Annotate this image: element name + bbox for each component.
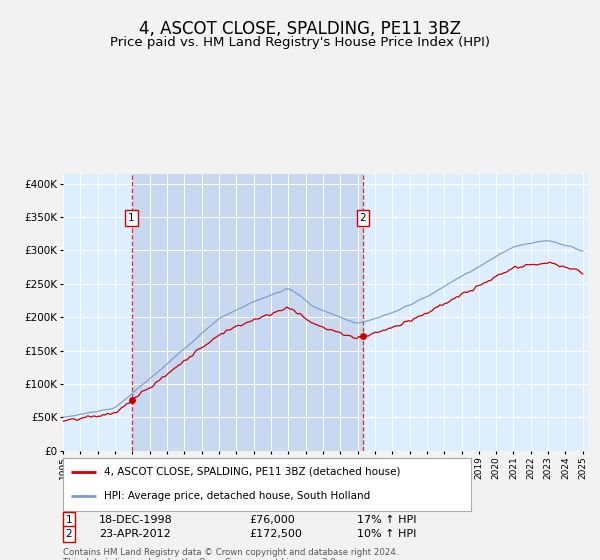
- Text: 2: 2: [65, 529, 73, 539]
- Text: 17% ↑ HPI: 17% ↑ HPI: [357, 515, 416, 525]
- Text: 2: 2: [359, 213, 366, 223]
- Text: Price paid vs. HM Land Registry's House Price Index (HPI): Price paid vs. HM Land Registry's House …: [110, 36, 490, 49]
- Text: 18-DEC-1998: 18-DEC-1998: [99, 515, 173, 525]
- Text: 1: 1: [128, 213, 135, 223]
- Bar: [131, 174, 363, 451]
- Text: Contains HM Land Registry data © Crown copyright and database right 2024.
This d: Contains HM Land Registry data © Crown c…: [63, 548, 398, 560]
- Text: 4, ASCOT CLOSE, SPALDING, PE11 3BZ: 4, ASCOT CLOSE, SPALDING, PE11 3BZ: [139, 20, 461, 38]
- Text: HPI: Average price, detached house, South Holland: HPI: Average price, detached house, Sout…: [104, 491, 370, 501]
- Text: 1: 1: [65, 515, 73, 525]
- Text: 10% ↑ HPI: 10% ↑ HPI: [357, 529, 416, 539]
- Text: 4, ASCOT CLOSE, SPALDING, PE11 3BZ (detached house): 4, ASCOT CLOSE, SPALDING, PE11 3BZ (deta…: [104, 467, 400, 477]
- Text: £172,500: £172,500: [249, 529, 302, 539]
- Text: £76,000: £76,000: [249, 515, 295, 525]
- Text: 23-APR-2012: 23-APR-2012: [99, 529, 171, 539]
